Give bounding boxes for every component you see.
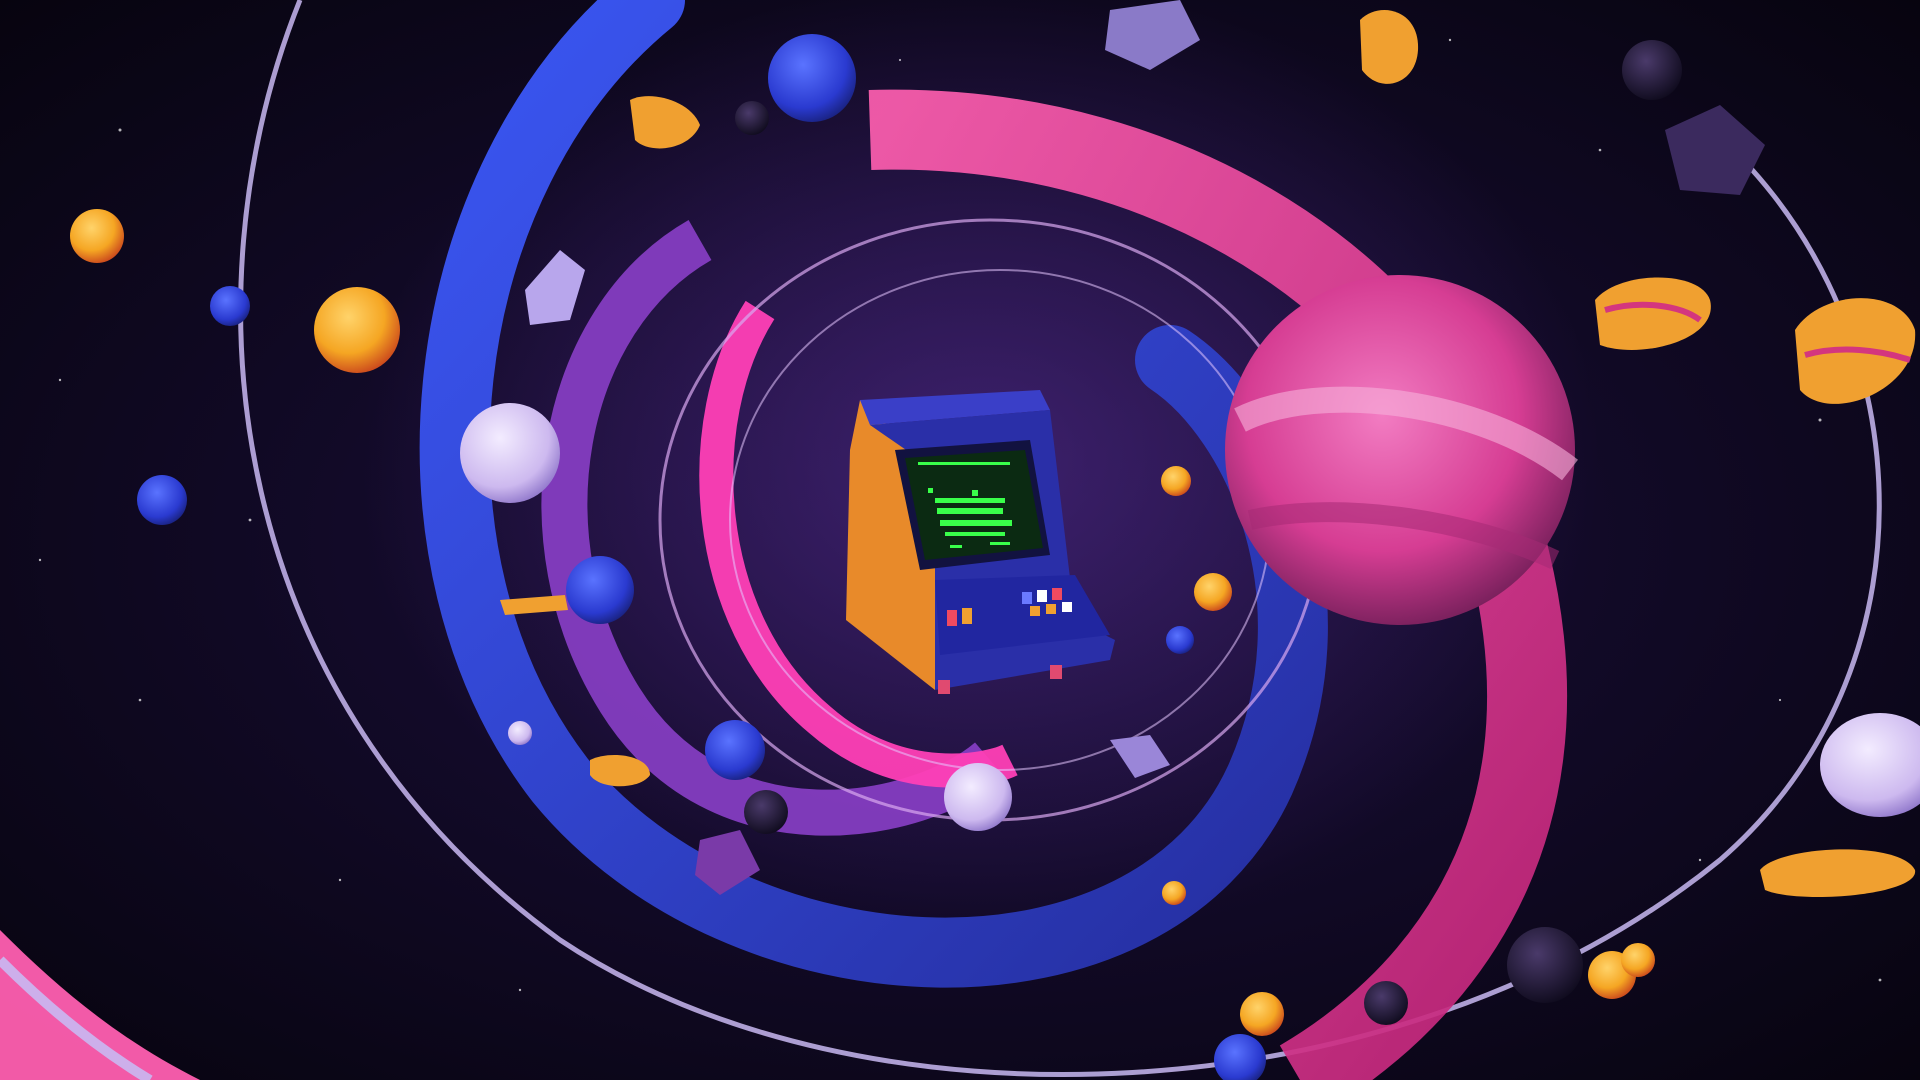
striped-planet [1225, 275, 1575, 625]
arcade-screen [905, 450, 1043, 560]
cabinet-foot-right [1050, 665, 1062, 679]
corner-ribbon [0, 930, 200, 1080]
cabinet-foot-left [938, 680, 950, 694]
